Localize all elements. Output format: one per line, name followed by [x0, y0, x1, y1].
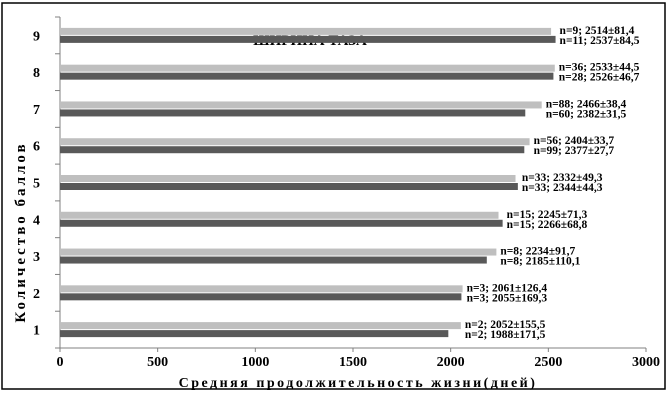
y-tick-label: 5 — [33, 177, 40, 192]
bar-series-1 — [60, 322, 461, 330]
bar-series-1 — [60, 285, 463, 293]
y-tick-label: 6 — [33, 140, 40, 155]
data-label: n=11; 2537±84,5 — [560, 35, 640, 47]
x-tick-label: 1000 — [241, 355, 269, 370]
bar-series-2 — [60, 183, 518, 190]
data-label: n=33; 2344±44,3 — [522, 182, 603, 194]
data-label: n=88; 2466±38,4 — [546, 98, 627, 110]
bar-series-2 — [60, 109, 526, 117]
x-axis-label: Средняя продолжительность жизни(дней) — [179, 376, 538, 391]
bar-series-2 — [60, 35, 556, 43]
data-label: n=2; 2052±155,5 — [465, 319, 546, 331]
bar-series-1 — [60, 248, 497, 256]
data-label: n=28; 2526±46,7 — [559, 72, 640, 84]
data-label: n=3; 2061±126,4 — [467, 282, 548, 294]
x-tick-label: 2500 — [534, 355, 562, 370]
x-tick-label: 1500 — [339, 355, 367, 370]
bar-series-1 — [60, 27, 552, 35]
bar-series-2 — [60, 146, 525, 154]
y-tick-label: 1 — [33, 324, 40, 339]
data-label: n=60; 2382±31,5 — [546, 108, 627, 120]
bar-series-2 — [60, 72, 554, 80]
y-tick-label: 7 — [33, 103, 40, 118]
data-label: n=99; 2377±27,7 — [534, 145, 615, 157]
y-tick-label: 4 — [33, 213, 40, 228]
bar-series-2 — [60, 256, 487, 264]
data-label: n=2; 1988±171,5 — [465, 329, 546, 341]
y-tick-label: 2 — [33, 287, 40, 302]
y-tick-label: 8 — [33, 66, 40, 81]
data-label: n=3; 2055±169,3 — [467, 292, 548, 304]
bar-series-1 — [60, 138, 530, 146]
x-tick-label: 3000 — [632, 355, 660, 370]
y-tick-label: 3 — [33, 250, 40, 265]
data-label: n=15; 2245±71,3 — [507, 209, 588, 221]
data-label: n=56; 2404±33,7 — [534, 135, 615, 147]
data-label: n=33; 2332±49,3 — [522, 172, 603, 184]
data-label: n=9; 2514±81,4 — [560, 25, 635, 37]
y-tick-label: 9 — [33, 29, 40, 44]
bar-series-1 — [60, 175, 516, 182]
plot-area: 0 500 1000 1500 2000 2500 3000 1 n=2; 2052±155,5… — [33, 16, 660, 370]
x-tick-label: 500 — [147, 355, 168, 370]
bar-series-2 — [60, 219, 503, 227]
y-axis-label: Количество баллов — [13, 141, 29, 322]
bar-series-2 — [60, 330, 449, 338]
bar-series-1 — [60, 211, 499, 219]
bar-series-2 — [60, 293, 462, 301]
data-label: n=36; 2533±44,5 — [559, 62, 640, 74]
data-label: n=15; 2266±68,8 — [507, 219, 588, 231]
data-label: n=8; 2234±91,7 — [500, 246, 575, 258]
x-tick-label: 0 — [57, 355, 64, 370]
bar-series-1 — [60, 101, 542, 109]
data-label: n=8; 2185±110,1 — [500, 256, 580, 268]
x-tick-label: 2000 — [437, 355, 465, 370]
bar-series-1 — [60, 64, 555, 72]
